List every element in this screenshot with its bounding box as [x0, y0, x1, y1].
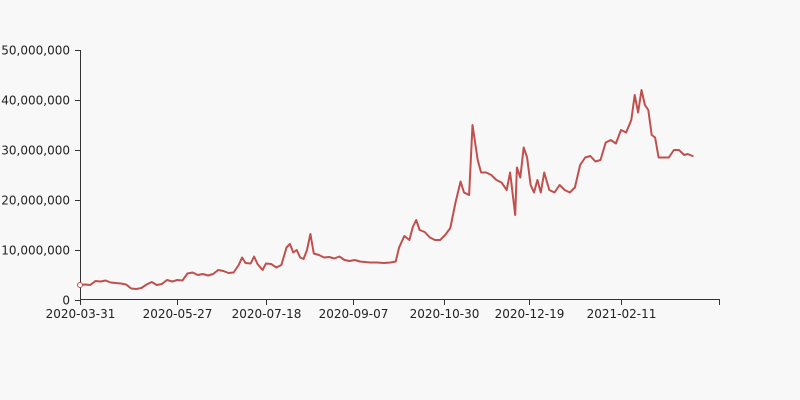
- y-tick-label: 50,000,000: [1, 44, 70, 58]
- x-tick-label: 2020-10-30: [410, 307, 480, 321]
- y-tick-label: 10,000,000: [1, 244, 70, 258]
- y-ticks: 0 10,000,000 20,000,000 30,000,000 40,000,00…: [1, 44, 80, 308]
- series-line: [79, 89, 694, 290]
- x-ticks: 2020-03-31 2020-05-27 2020-07-18 2020-09-07…: [46, 300, 720, 321]
- y-tick-label: 20,000,000: [1, 194, 70, 208]
- x-tick-label: 2020-05-27: [143, 307, 213, 321]
- x-tick-label: 2020-12-19: [495, 307, 565, 321]
- x-tick-label: 2020-07-18: [232, 307, 302, 321]
- y-tick-label: 40,000,000: [1, 94, 70, 108]
- y-tick-label: 0: [62, 294, 70, 308]
- start-point-marker: [77, 282, 83, 288]
- x-tick-label: 2021-02-11: [587, 307, 657, 321]
- series-layer: [77, 89, 694, 290]
- x-tick-label: 2020-09-07: [319, 307, 389, 321]
- y-tick-label: 30,000,000: [1, 144, 70, 158]
- x-tick-label: 2020-03-31: [46, 307, 116, 321]
